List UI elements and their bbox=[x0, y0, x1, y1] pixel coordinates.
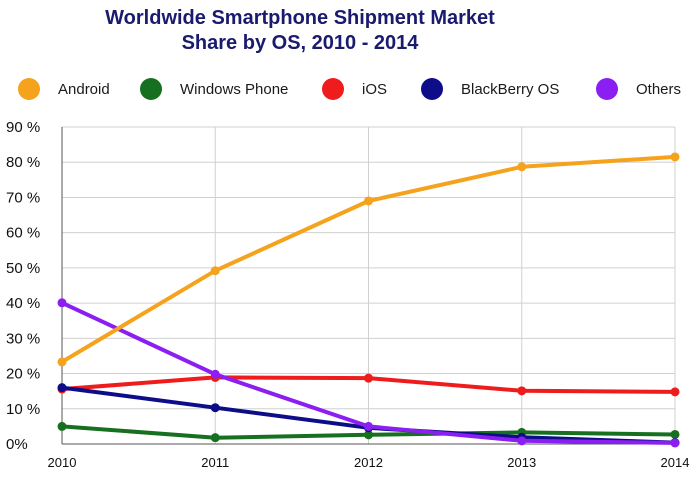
legend-item-others: Others bbox=[596, 75, 681, 103]
data-point-others bbox=[670, 438, 680, 448]
legend-label-others: Others bbox=[636, 80, 682, 98]
y-tick-label: 90 % bbox=[6, 119, 40, 136]
legend-item-ios: iOS bbox=[322, 75, 387, 103]
legend-label-blackberry-os: BlackBerry OS bbox=[461, 80, 560, 98]
legend-item-android: Android bbox=[18, 75, 110, 103]
y-tick-label: 0% bbox=[6, 436, 28, 453]
legend-swatch-android bbox=[18, 78, 40, 100]
data-point-ios bbox=[670, 387, 680, 397]
chart-title: Worldwide Smartphone Shipment Market Sha… bbox=[0, 6, 600, 56]
y-tick-label: 60 % bbox=[6, 225, 40, 242]
data-point-others bbox=[57, 298, 67, 308]
x-tick-label: 2014 bbox=[661, 455, 690, 470]
y-tick-label: 30 % bbox=[6, 330, 40, 347]
data-point-windows-phone bbox=[670, 429, 680, 439]
x-tick-label: 2010 bbox=[48, 455, 77, 470]
legend-swatch-blackberry-os bbox=[421, 78, 443, 100]
chart-title-line-1: Worldwide Smartphone Shipment Market bbox=[105, 7, 495, 29]
legend-label-windows-phone: Windows Phone bbox=[180, 80, 289, 98]
data-point-android bbox=[210, 266, 220, 276]
data-point-others bbox=[210, 369, 220, 379]
x-tick-label: 2013 bbox=[507, 455, 536, 470]
y-tick-label: 20 % bbox=[6, 366, 40, 383]
y-tick-label: 80 % bbox=[6, 154, 40, 171]
data-point-others bbox=[517, 436, 527, 446]
data-point-android bbox=[517, 162, 527, 172]
data-point-ios bbox=[517, 386, 527, 396]
chart-title-line-2: Share by OS, 2010 - 2014 bbox=[181, 32, 419, 54]
x-tick-label: 2012 bbox=[354, 455, 383, 470]
data-point-blackberry-os bbox=[57, 383, 67, 393]
legend-swatch-others bbox=[596, 78, 618, 100]
data-point-android bbox=[57, 357, 67, 367]
y-tick-label: 50 % bbox=[6, 260, 40, 277]
data-point-others bbox=[364, 421, 373, 431]
legend-item-blackberry-os: BlackBerry OS bbox=[421, 75, 559, 103]
y-tick-label: 40 % bbox=[6, 295, 40, 312]
y-tick-label: 70 % bbox=[6, 189, 40, 206]
data-point-windows-phone bbox=[57, 421, 67, 431]
legend-label-ios: iOS bbox=[362, 80, 388, 98]
data-point-ios bbox=[364, 373, 373, 383]
data-point-windows-phone bbox=[210, 433, 220, 443]
data-point-windows-phone bbox=[364, 430, 373, 440]
x-tick-label: 2011 bbox=[201, 455, 229, 470]
legend-swatch-windows-phone bbox=[140, 78, 162, 100]
legend-swatch-ios bbox=[322, 78, 344, 100]
data-point-android bbox=[364, 196, 373, 206]
data-point-blackberry-os bbox=[210, 403, 220, 413]
legend: Android Windows Phone iOS BlackBerry OS … bbox=[0, 75, 700, 103]
legend-label-android: Android bbox=[58, 80, 110, 98]
legend-item-windows-phone: Windows Phone bbox=[140, 75, 288, 103]
data-point-android bbox=[670, 152, 680, 162]
y-tick-label: 10 % bbox=[6, 401, 40, 418]
